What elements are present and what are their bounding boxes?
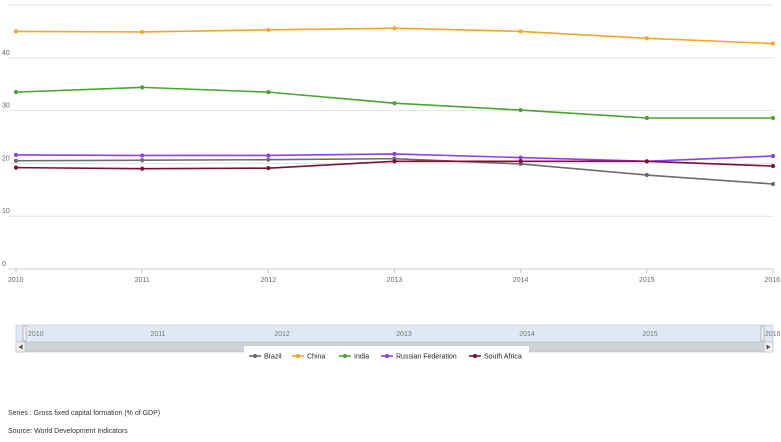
series-note: Series : Gross fixed capital formation (… [8, 410, 161, 417]
x-tick-label: 2014 [513, 277, 529, 284]
legend-label: India [354, 354, 369, 361]
navigator-label: 2015 [642, 331, 658, 338]
data-point[interactable] [770, 163, 776, 169]
series-brazil[interactable] [13, 156, 776, 187]
navigator-label: 2016 [765, 331, 781, 338]
arrow-left-icon [18, 344, 23, 350]
data-point[interactable] [518, 29, 523, 34]
data-point[interactable] [518, 155, 523, 160]
legend-item-brazil[interactable]: Brazil [249, 354, 282, 361]
series-lines [13, 26, 776, 187]
data-point[interactable] [518, 159, 523, 164]
navigator-right-handle[interactable] [760, 325, 765, 342]
legend-item-south-africa[interactable]: South Africa [469, 354, 522, 361]
data-point[interactable] [518, 107, 523, 113]
data-point[interactable] [13, 90, 19, 95]
data-point[interactable] [644, 115, 649, 121]
x-axis: 2010 2011 2012 2013 2014 2015 2016 [8, 269, 780, 284]
data-point[interactable] [392, 26, 397, 31]
series-china[interactable] [13, 26, 776, 46]
data-point[interactable] [392, 151, 397, 156]
series-india[interactable] [13, 85, 776, 121]
data-point[interactable] [266, 27, 271, 32]
data-point[interactable] [13, 152, 19, 158]
data-point[interactable] [644, 172, 649, 178]
navigator-track [15, 324, 774, 343]
data-point[interactable] [140, 166, 145, 171]
legend-label: Russian Federation [396, 354, 457, 361]
legend-marker-icon [384, 353, 390, 359]
legend-item-china[interactable]: China [292, 354, 325, 361]
legend-marker-icon [342, 353, 348, 359]
data-point[interactable] [266, 166, 271, 171]
grid-lines [8, 4, 773, 270]
legend-label: China [307, 354, 325, 361]
series-line[interactable] [15, 27, 774, 45]
data-point[interactable] [770, 115, 776, 121]
data-point[interactable] [140, 158, 145, 163]
data-point[interactable] [140, 29, 145, 35]
legend-label: South Africa [484, 354, 522, 361]
y-axis: 0 10 20 30 40 [2, 50, 10, 268]
data-point[interactable] [140, 85, 145, 90]
x-tick-label: 2011 [135, 277, 150, 284]
data-point[interactable] [266, 153, 271, 158]
data-point[interactable] [644, 36, 649, 41]
data-point[interactable] [392, 101, 397, 106]
x-tick-label: 2015 [639, 277, 655, 284]
navigator-label: 2011 [150, 331, 165, 338]
y-tick-label: 0 [2, 261, 6, 268]
y-tick-label: 10 [2, 208, 10, 215]
data-point[interactable] [13, 165, 19, 170]
data-point[interactable] [770, 181, 776, 187]
navigator-label: 2010 [28, 331, 44, 338]
legend-marker-icon [252, 353, 258, 359]
arrow-right-icon [766, 344, 771, 350]
y-tick-label: 20 [2, 155, 10, 162]
chart-legend: Brazil China India Russian Federation South … [244, 346, 529, 364]
navigator-left-handle[interactable] [22, 325, 27, 342]
y-tick-label: 40 [2, 50, 10, 57]
x-tick-label: 2010 [8, 277, 24, 284]
x-tick-label: 2012 [261, 277, 277, 284]
y-tick-label: 30 [2, 103, 10, 110]
data-point[interactable] [13, 29, 19, 34]
data-point[interactable] [13, 158, 19, 163]
source-note: Source: World Development Indicators [8, 428, 128, 435]
data-point[interactable] [770, 41, 776, 46]
navigator-label: 2012 [274, 331, 290, 338]
legend-item-russian-federation[interactable]: Russian Federation [381, 354, 457, 361]
data-point[interactable] [644, 159, 649, 164]
data-point[interactable] [266, 157, 271, 162]
data-point[interactable] [266, 90, 271, 95]
navigator-labels: 2010 2011 2012 2013 2014 2015 2016 [28, 331, 781, 338]
navigator-label: 2014 [519, 331, 535, 338]
legend-item-india[interactable]: India [339, 354, 369, 361]
x-tick-label: 2013 [387, 277, 403, 284]
data-point[interactable] [392, 159, 397, 164]
x-tick-label: 2016 [764, 277, 780, 284]
legend-marker-icon [472, 353, 478, 359]
series-south-africa[interactable] [13, 159, 776, 171]
navigator-label: 2013 [396, 331, 412, 338]
legend-label: Brazil [264, 354, 282, 361]
data-point[interactable] [140, 153, 145, 158]
legend-marker-icon [295, 353, 301, 359]
data-point[interactable] [770, 153, 776, 159]
